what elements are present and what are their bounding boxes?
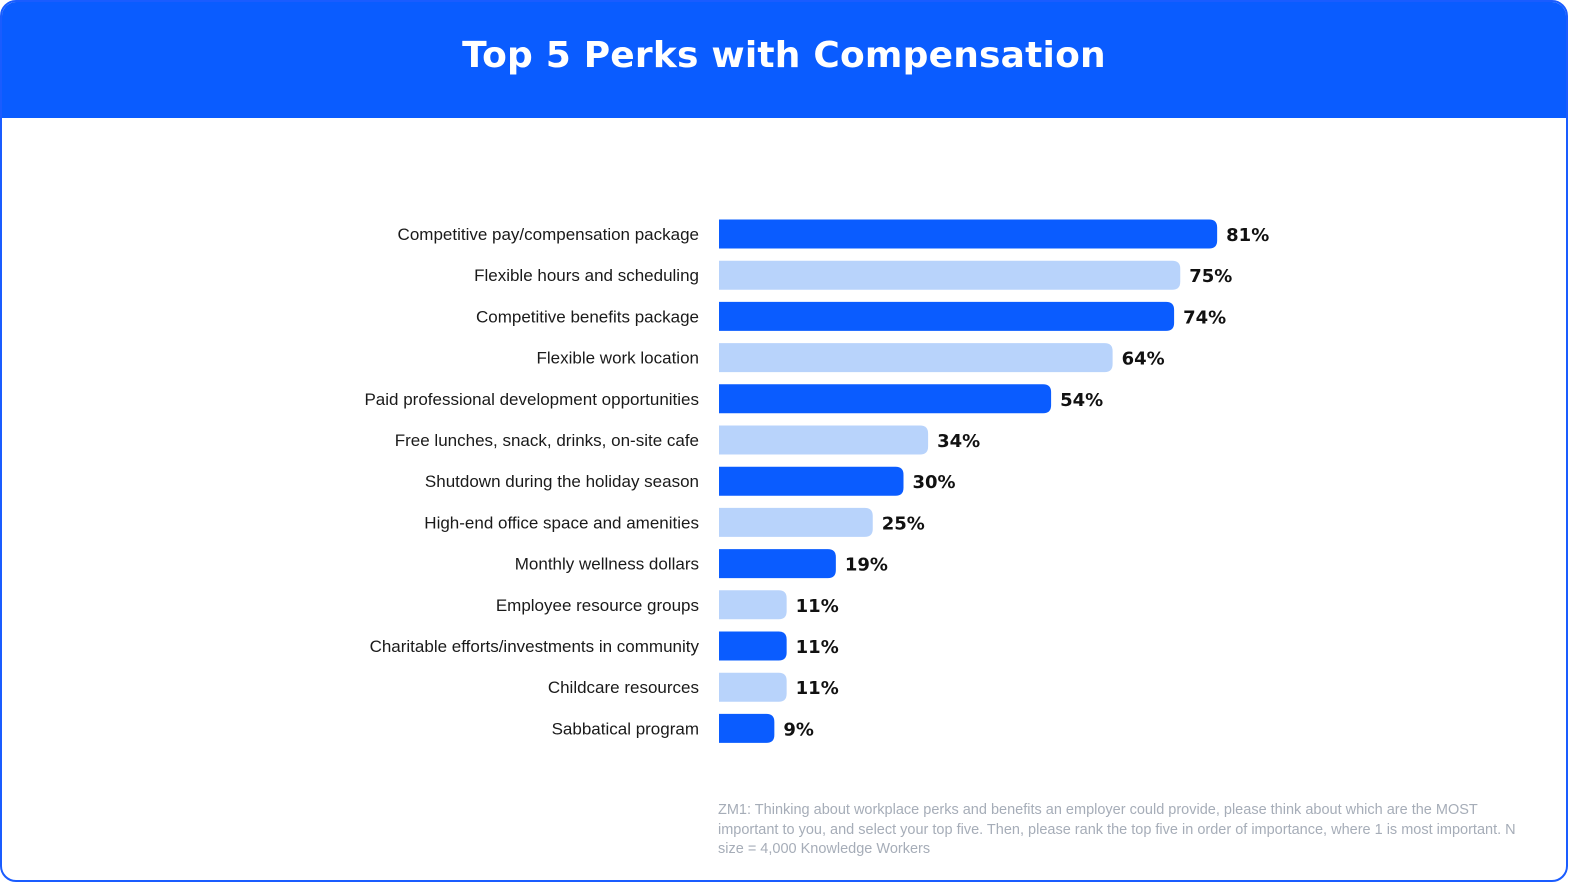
- bar: [719, 466, 904, 496]
- bar: [719, 549, 836, 579]
- category-label: Paid professional development opportunit…: [364, 390, 699, 409]
- value-label: 64%: [1122, 349, 1165, 370]
- category-label: Sabbatical program: [552, 719, 699, 738]
- value-label: 11%: [796, 596, 839, 617]
- bar: [719, 343, 1113, 373]
- bar: [719, 590, 787, 620]
- bar: [719, 672, 787, 702]
- category-label: High-end office space and amenities: [424, 513, 699, 532]
- category-label: Free lunches, snack, drinks, on-site caf…: [395, 431, 699, 450]
- value-label: 11%: [796, 637, 839, 658]
- bar: [719, 301, 1175, 331]
- category-label: Competitive benefits package: [476, 307, 699, 326]
- value-label: 54%: [1060, 390, 1103, 411]
- category-label: Competitive pay/compensation package: [398, 225, 699, 244]
- bar: [719, 507, 873, 537]
- bar: [719, 425, 929, 455]
- category-label: Employee resource groups: [496, 596, 699, 615]
- bar: [719, 384, 1052, 414]
- value-label: 30%: [913, 472, 956, 493]
- value-label: 75%: [1189, 266, 1232, 287]
- category-label: Flexible hours and scheduling: [474, 266, 699, 285]
- bar: [719, 219, 1218, 249]
- value-label: 19%: [845, 555, 888, 576]
- value-label: 34%: [937, 431, 980, 452]
- chart-header: Top 5 Perks with Compensation: [2, 2, 1566, 118]
- category-label: Monthly wellness dollars: [515, 555, 699, 574]
- value-label: 9%: [783, 719, 814, 740]
- value-label: 11%: [796, 678, 839, 699]
- bar: [719, 631, 787, 661]
- category-label: Flexible work location: [536, 349, 699, 368]
- value-label: 74%: [1183, 307, 1226, 328]
- category-label: Charitable efforts/investments in commun…: [370, 637, 700, 656]
- value-label: 81%: [1226, 225, 1269, 246]
- bar: [719, 260, 1181, 290]
- category-label: Shutdown during the holiday season: [425, 472, 699, 491]
- bar: [719, 713, 775, 743]
- chart-footnote: ZM1: Thinking about workplace perks and …: [718, 802, 1516, 857]
- chart-title: Top 5 Perks with Compensation: [462, 34, 1106, 76]
- category-label: Childcare resources: [548, 678, 699, 697]
- value-label: 25%: [882, 513, 925, 534]
